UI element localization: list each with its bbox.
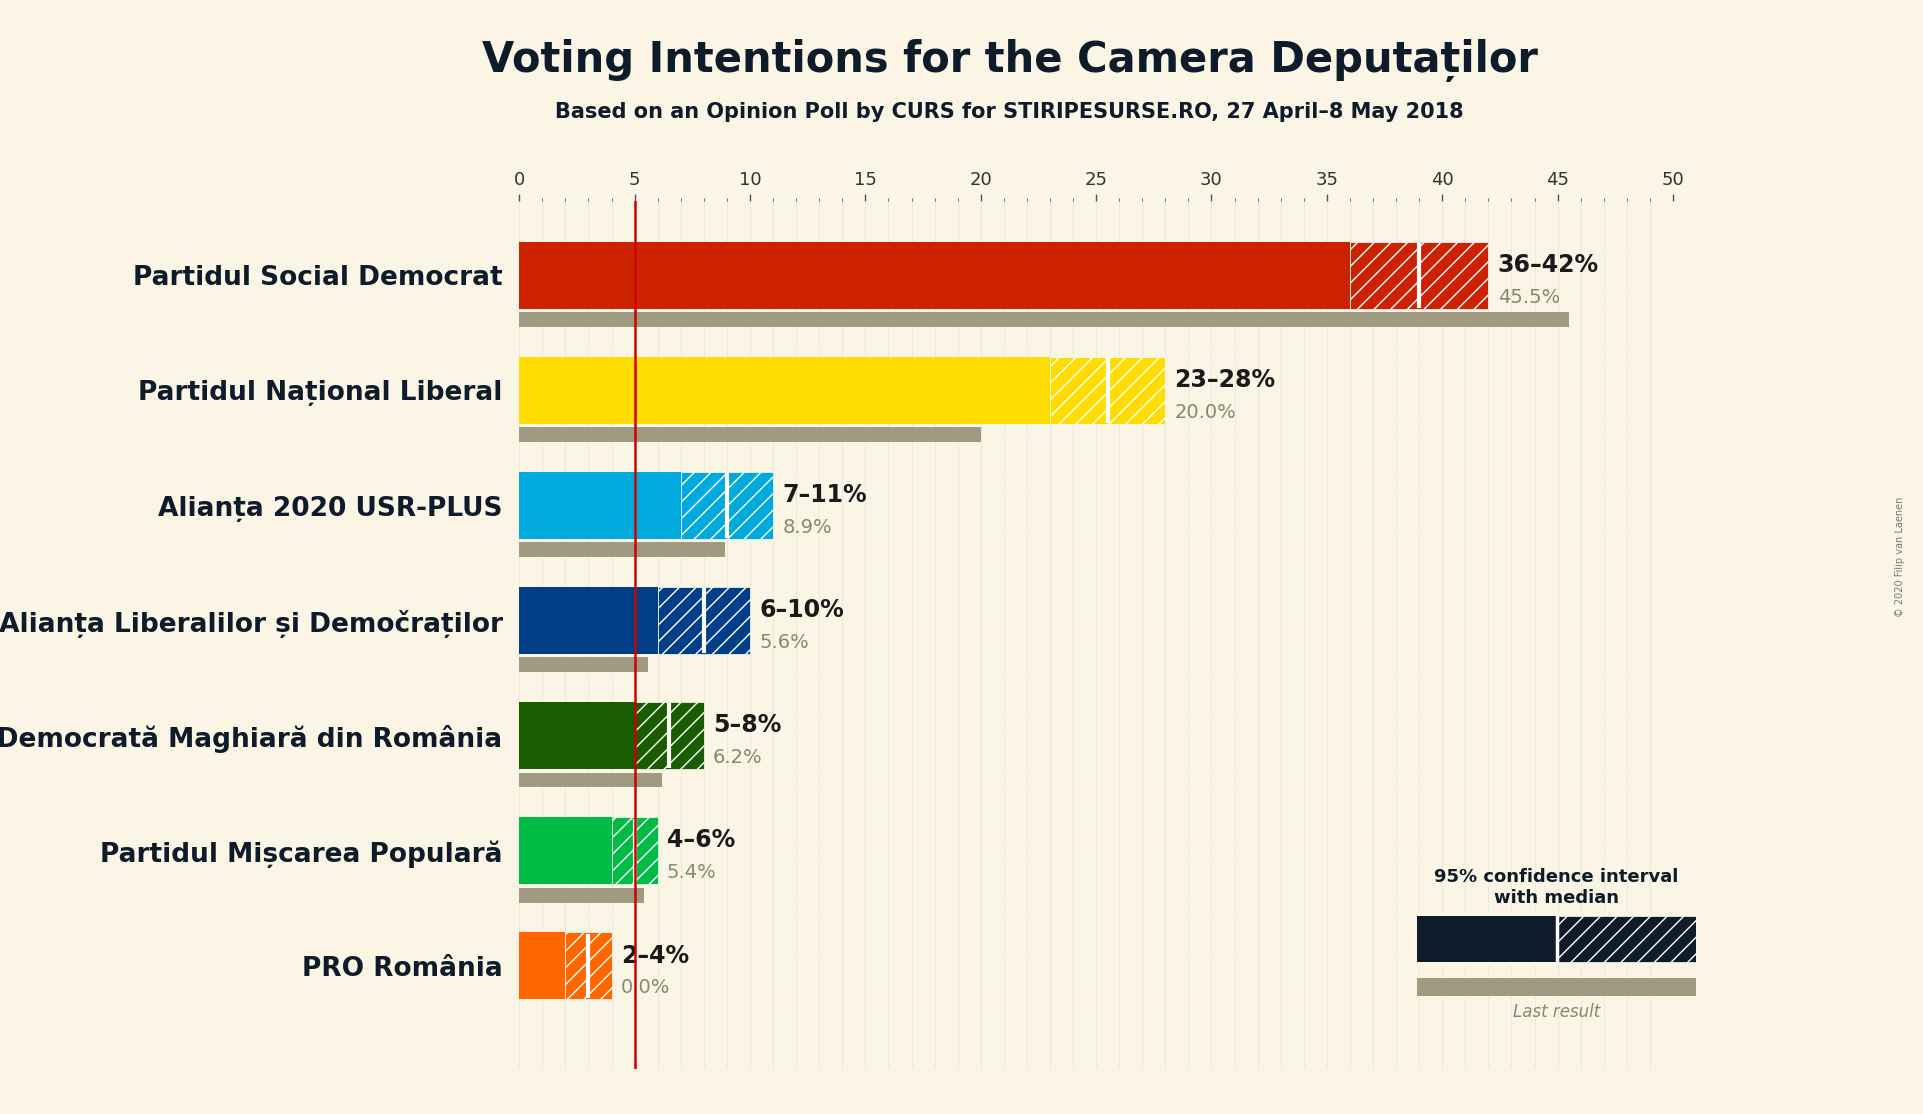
Bar — [519, 242, 1350, 309]
Text: Voting Intentions for the Camera Deputaților: Voting Intentions for the Camera Deputaț… — [481, 39, 1538, 82]
Text: 5.6%: 5.6% — [760, 633, 810, 652]
Bar — [519, 472, 681, 539]
Text: Last result: Last result — [1513, 1003, 1600, 1020]
Bar — [519, 543, 725, 557]
Text: 2–4%: 2–4% — [621, 944, 688, 967]
Text: 23–28%: 23–28% — [1175, 368, 1275, 392]
Text: 20.0%: 20.0% — [1175, 403, 1236, 422]
Bar — [1417, 978, 1696, 996]
Bar — [612, 818, 658, 885]
Bar — [519, 657, 648, 673]
Bar — [1350, 242, 1488, 309]
Text: 36–42%: 36–42% — [1498, 253, 1598, 277]
Bar — [519, 587, 658, 654]
Bar — [519, 888, 644, 902]
Text: © 2020 Filip van Laenen: © 2020 Filip van Laenen — [1894, 497, 1906, 617]
Bar — [519, 932, 565, 999]
Bar — [519, 702, 635, 769]
Bar — [1417, 917, 1558, 961]
Text: 95% confidence interval
with median: 95% confidence interval with median — [1435, 868, 1679, 907]
Text: 7–11%: 7–11% — [783, 483, 867, 507]
Text: 45.5%: 45.5% — [1498, 287, 1560, 306]
Bar — [519, 428, 981, 442]
Bar — [565, 932, 612, 999]
Text: 8.9%: 8.9% — [783, 518, 833, 537]
Bar — [519, 818, 612, 885]
Bar — [1050, 358, 1165, 423]
Text: 5.4%: 5.4% — [667, 863, 717, 882]
Bar — [519, 358, 1050, 423]
Bar — [519, 312, 1569, 328]
Bar — [658, 587, 750, 654]
Text: 6.2%: 6.2% — [713, 747, 763, 768]
Text: 6–10%: 6–10% — [760, 598, 844, 623]
Text: Based on an Opinion Poll by CURS for STIRIPESURSE.RO, 27 April–8 May 2018: Based on an Opinion Poll by CURS for STI… — [556, 102, 1463, 123]
Text: 0.0%: 0.0% — [621, 978, 669, 997]
Text: 4–6%: 4–6% — [667, 829, 735, 852]
Bar — [635, 702, 704, 769]
Text: 5–8%: 5–8% — [713, 713, 781, 737]
Bar — [1558, 917, 1696, 961]
Bar — [681, 472, 773, 539]
Bar — [519, 772, 662, 788]
